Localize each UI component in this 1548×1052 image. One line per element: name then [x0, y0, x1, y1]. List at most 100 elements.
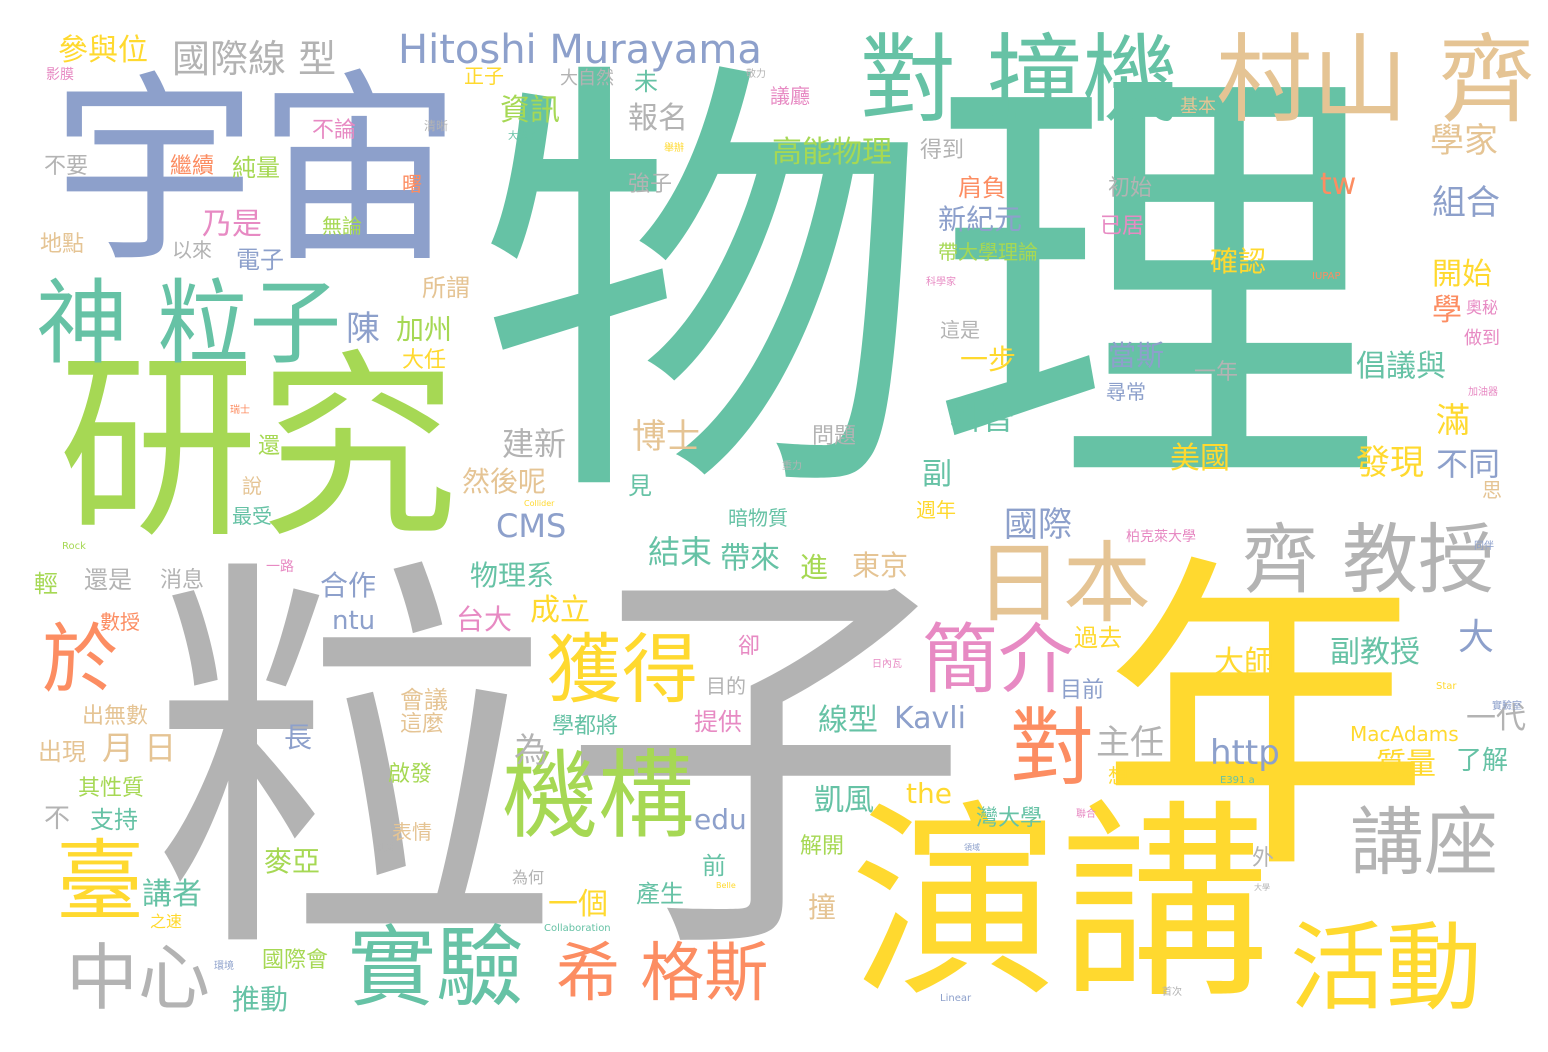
word-achieve: 做到 — [1464, 328, 1500, 349]
word-generation: 一代 — [1466, 701, 1526, 736]
word-news: 消息 — [160, 568, 205, 593]
word-gravity: 重力 — [782, 461, 802, 472]
word-understand: 了解 — [1456, 746, 1509, 776]
word-dawn: 曙 — [402, 172, 422, 196]
word-conference: 國際會 — [262, 948, 329, 973]
word-lecture: 演講 — [850, 782, 1271, 1027]
word-tai: 臺 — [56, 830, 145, 933]
word-so: 這麼 — [400, 712, 445, 737]
word-support: 支持 — [90, 806, 138, 834]
word-positron: 正子 — [464, 64, 504, 88]
word-the: the — [906, 777, 952, 810]
word-meeting: 會議 — [400, 686, 448, 714]
word-collider: 對 撞機 — [860, 24, 1179, 136]
word-not-yet: 未 — [634, 68, 658, 96]
word-basic: 基本 — [1180, 96, 1216, 117]
word-wei: 為 — [514, 731, 548, 771]
word-collaboration: Collaboration — [544, 923, 611, 934]
word-cha-weng: 剎翁 — [376, 843, 396, 854]
word-info: 資訊 — [500, 93, 560, 128]
word-properties: 其性質 — [78, 776, 145, 801]
word-university: 大學 — [1254, 883, 1270, 892]
word-cms: CMS — [496, 507, 567, 545]
word-joint: 聯合 — [1076, 809, 1096, 820]
word-already: 已居 — [1100, 214, 1145, 239]
word-xue: 學 — [1432, 293, 1462, 328]
word-lhc: 大強子 — [508, 131, 538, 142]
word-different: 不同 — [1436, 445, 1501, 483]
word-star: Star — [1436, 681, 1457, 692]
word-director: 主任 — [1096, 723, 1164, 763]
word-center: 中心 — [66, 936, 211, 1020]
word-mass: 質量 — [1376, 747, 1436, 782]
word-linear-en: Linear — [940, 993, 972, 1004]
word-all-the-way: 一路 — [266, 559, 294, 575]
word-one: 一個 — [548, 887, 608, 922]
word-accelerator: 加油器 — [1468, 387, 1498, 398]
word-seminar: 講座 — [1350, 800, 1498, 886]
word-combination: 組合 — [1432, 183, 1500, 223]
word-huan: 還 — [258, 434, 281, 459]
word-advocate: 倡議與 — [1356, 349, 1446, 384]
word-god-particle: 神 粒子 — [36, 270, 342, 377]
word-chen: 陳 — [346, 309, 380, 349]
word-murayama-cn: 村山 齊 — [1216, 24, 1535, 136]
word-international: 國際 — [1004, 505, 1072, 545]
word-california: 加州 — [396, 313, 453, 346]
word-question: 問題 — [812, 424, 857, 449]
word-http: http — [1210, 733, 1280, 773]
word-see: 見 — [628, 472, 652, 500]
word-theory: 帶大學理論 — [938, 240, 1038, 264]
word-so-called: 所謂 — [422, 274, 470, 302]
word-confirm: 確認 — [1210, 245, 1267, 278]
word-yu: 於 — [42, 615, 118, 704]
word-continue: 繼續 — [170, 154, 215, 179]
word-hep: 高能物理 — [772, 135, 892, 170]
word-master: 大師 — [1214, 645, 1274, 680]
word-inspire: 啟發 — [388, 762, 433, 787]
word-then: 然後呢 — [462, 465, 547, 498]
word-effort: 敬力 — [746, 69, 766, 80]
word-research: 研究 — [58, 333, 459, 566]
word-still: 還是 — [84, 566, 132, 594]
word-participant: 參與位 — [58, 33, 148, 68]
word-hitoshi-murayama: Hitoshi Murayama — [398, 27, 762, 73]
word-bring: 帶來 — [720, 541, 780, 576]
word-cooperation: 合作 — [320, 569, 377, 602]
word-hadron: 強子 — [628, 172, 673, 197]
word-first-time: 首次 — [1162, 987, 1182, 998]
word-anniversary: 週年 — [916, 498, 956, 522]
word-appear: 出現 — [38, 738, 86, 766]
word-full: 滿 — [1436, 401, 1470, 441]
word-one-year: 一年 — [1194, 360, 1239, 385]
word-ntu-cn: 台大 — [456, 603, 513, 636]
word-belle: Belle — [716, 881, 736, 890]
word-provide: 提供 — [694, 708, 742, 736]
word-since: 以來 — [172, 238, 212, 262]
word-tw: tw — [1320, 167, 1357, 202]
word-scientist: 學家 — [1430, 121, 1498, 161]
word-countless: 出無數 — [82, 704, 149, 729]
word-yingmo: 影膜 — [46, 67, 74, 83]
word-outside: 外 — [1252, 846, 1275, 871]
word-popular-science: 科普 — [950, 399, 1015, 437]
word-edu: edu — [694, 803, 747, 836]
word-hold: 舉辦 — [664, 143, 684, 154]
word-solve: 解開 — [800, 834, 845, 859]
word-established: 成立 — [530, 593, 590, 628]
word-discover: 發現 — [1356, 443, 1424, 483]
word-collide: 撞 — [808, 891, 837, 924]
word-say: 說 — [242, 474, 262, 498]
word-linear: 線型 — [818, 703, 878, 738]
word-experiment: 實驗 — [348, 916, 525, 1019]
word-dark-matter: 暗物質 — [728, 506, 788, 530]
word-obtain: 獲得 — [546, 625, 698, 714]
word-hall: 議廳 — [770, 84, 810, 108]
word-location: 地點 — [40, 232, 85, 257]
word-not: 不 — [44, 804, 71, 834]
word-electron: 電子 — [236, 246, 284, 274]
word-kaifeng: 凱風 — [814, 783, 874, 818]
word-expression: 表情 — [392, 820, 432, 844]
word-dui: 對 — [1010, 699, 1095, 797]
word-japan: 日本 — [975, 532, 1152, 635]
